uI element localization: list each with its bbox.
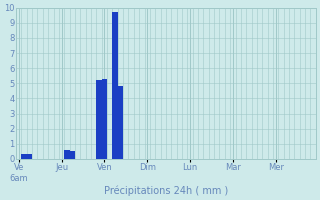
Bar — [96, 80, 102, 159]
Bar — [21, 154, 27, 159]
Bar — [64, 150, 69, 159]
Bar — [102, 79, 107, 159]
Bar — [118, 86, 123, 159]
Bar — [69, 151, 75, 159]
X-axis label: Précipitations 24h ( mm ): Précipitations 24h ( mm ) — [104, 185, 228, 196]
Bar — [112, 12, 118, 159]
Bar — [27, 154, 32, 159]
